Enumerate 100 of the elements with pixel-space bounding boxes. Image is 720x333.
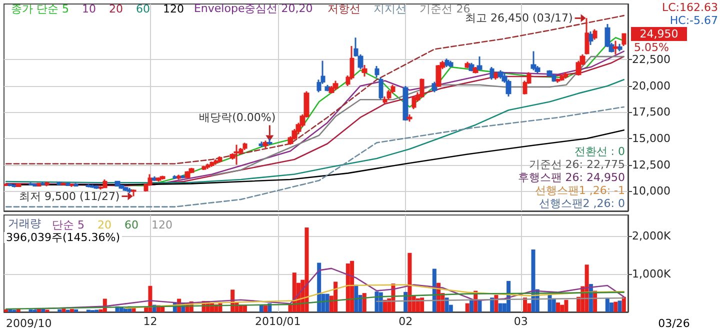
y-tick-label: 10,000 (632, 184, 670, 198)
candlestick (362, 64, 368, 78)
y-tick-label: 2,000K (632, 230, 672, 243)
bar (264, 306, 268, 312)
candlestick (56, 180, 62, 186)
candlestick (36, 182, 42, 188)
candlestick (498, 69, 504, 80)
candlestick (202, 165, 206, 171)
candlestick (406, 114, 412, 122)
y-tick-label: 22,500 (632, 53, 670, 66)
line-series (5, 292, 625, 310)
candlestick (444, 58, 450, 68)
annotation: 최고 26,450 (03/17) (465, 12, 573, 25)
candlestick (242, 142, 248, 151)
bar (350, 260, 354, 312)
text: 5.05% (634, 40, 669, 54)
text: 60 (124, 218, 138, 232)
candlestick (584, 17, 590, 56)
bar (610, 302, 614, 312)
candlestick (218, 156, 222, 164)
annotation: 396,039주(145.36%) (6, 231, 120, 244)
candlestick (114, 180, 120, 188)
candlestick (102, 178, 108, 189)
bar (58, 309, 62, 312)
text: 120 (151, 218, 172, 232)
bar (74, 309, 78, 312)
candlestick (156, 176, 162, 182)
annotation: 최저 9,500 (11/27) (18, 190, 120, 203)
candlestick (28, 182, 34, 186)
candlestick (622, 32, 626, 47)
bar (317, 262, 322, 312)
line-series (5, 106, 625, 208)
annotation: 후행스팬 26: 24,950 (518, 171, 625, 184)
bar (362, 293, 366, 312)
candlestick (176, 174, 182, 180)
candlestick (386, 89, 392, 100)
y-tick-label: 12,500 (632, 158, 670, 172)
candlestick (412, 96, 416, 110)
candlestick (44, 180, 50, 188)
candlestick (494, 72, 498, 80)
text: 저항선 (328, 2, 361, 16)
candlestick (530, 50, 536, 71)
candlestick (8, 182, 12, 188)
text: 120 (162, 2, 184, 16)
bar (494, 294, 498, 312)
candlestick (332, 80, 338, 91)
bar (28, 309, 33, 312)
candlestick (490, 66, 494, 80)
bar (552, 298, 556, 312)
candlestick (74, 182, 78, 188)
text: HC:-5.67 (670, 14, 718, 27)
candlestick (180, 174, 186, 180)
bar (465, 303, 470, 312)
candlestick (122, 186, 128, 192)
candlestick (262, 140, 268, 149)
candlestick (118, 184, 124, 190)
bar (334, 282, 338, 312)
y-tick-label: 15,000 (632, 132, 670, 145)
bar (622, 296, 626, 312)
candlestick (16, 182, 22, 188)
candlestick (592, 28, 598, 40)
candlestick (70, 182, 74, 188)
y-tick-label: 20,000 (632, 79, 670, 92)
text: 지지선 (374, 2, 407, 16)
candlestick (4, 182, 8, 187)
annotation: 배당락(0.00%) (199, 111, 276, 124)
bar (556, 302, 560, 312)
candlestick (60, 182, 66, 186)
bar (478, 300, 482, 312)
y-tick-label: 17,500 (632, 106, 670, 119)
x-tick-label: 02 (398, 315, 413, 328)
line-series (5, 79, 625, 184)
candlestick (90, 184, 96, 189)
candlestick (378, 76, 384, 100)
annotation: 선행스팬2 ,26: 0 (538, 197, 625, 210)
candlestick (234, 144, 240, 166)
text: 03/26 (658, 317, 690, 330)
candlestick (32, 182, 38, 188)
bar (346, 264, 350, 312)
candlestick (476, 56, 482, 71)
candlestick (374, 65, 380, 78)
candlestick (160, 175, 166, 180)
candlestick (556, 78, 560, 84)
bar (564, 300, 568, 312)
bar (490, 298, 494, 312)
candlestick (258, 140, 264, 148)
candlestick (66, 182, 70, 187)
bar (548, 294, 552, 312)
candlestick (420, 78, 424, 98)
candlestick (130, 188, 136, 198)
text: 60 (136, 2, 150, 16)
line-series (124, 284, 625, 309)
bar (531, 249, 536, 312)
text: 20 (108, 2, 123, 16)
text: 20 (97, 218, 112, 232)
text: 2009/10 (6, 317, 52, 330)
chart-title: 거래량 (8, 217, 41, 230)
bar (70, 308, 74, 312)
candlestick (40, 181, 46, 186)
candlestick (94, 184, 100, 190)
